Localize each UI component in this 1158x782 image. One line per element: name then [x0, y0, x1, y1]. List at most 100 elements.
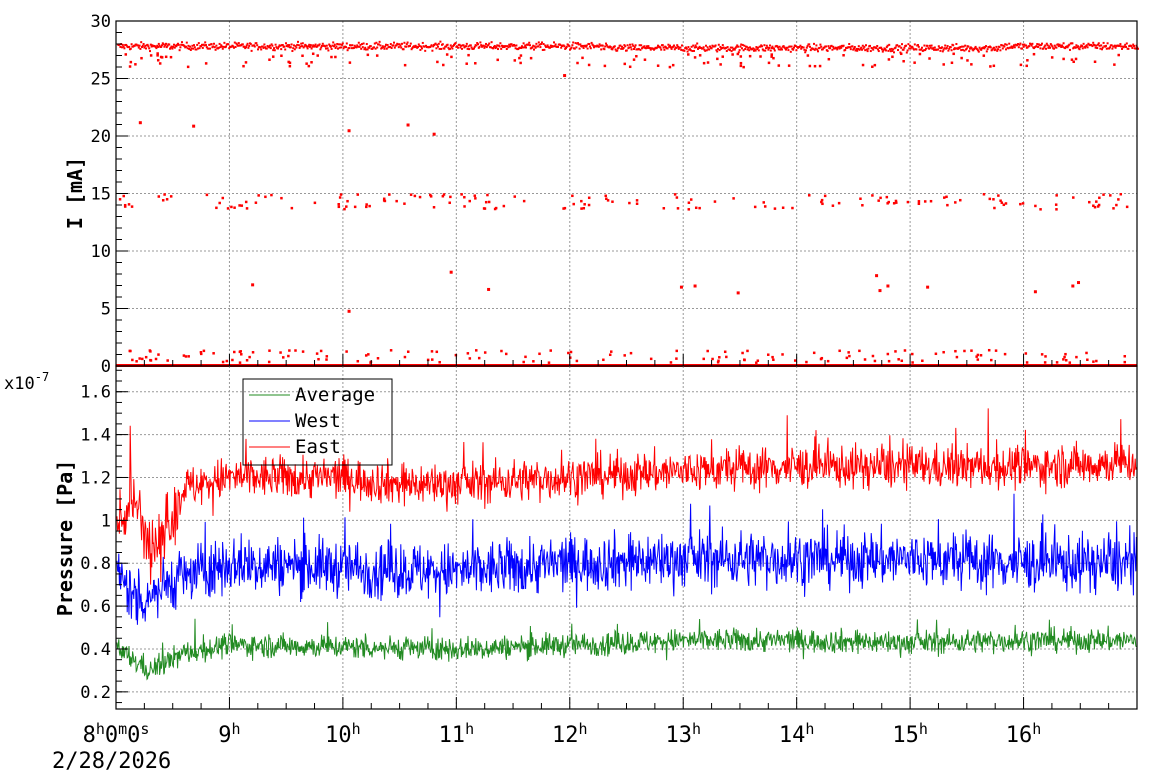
current-main-point: [915, 48, 918, 51]
current-main-point: [897, 49, 899, 52]
current-zero-point: [781, 353, 784, 356]
current-main-point: [260, 48, 263, 51]
current-main-point: [363, 48, 366, 51]
current-main-point: [1046, 44, 1049, 47]
current-main-point: [345, 42, 348, 45]
current-main-point: [1031, 42, 1034, 45]
current-main-point: [337, 43, 340, 46]
current-main-point: [693, 49, 695, 52]
current-main-point: [264, 46, 267, 49]
current-outlier-point: [563, 74, 567, 78]
current-main-point: [660, 48, 663, 51]
current-main-point: [326, 47, 329, 50]
current-main-point: [714, 44, 717, 47]
current-mid-point: [982, 193, 986, 196]
current-main-point: [437, 45, 439, 48]
current-main-point: [859, 47, 862, 50]
current-main-point: [575, 46, 578, 49]
current-main-point: [1019, 42, 1022, 45]
current-main-point: [806, 45, 809, 48]
current-outlier-point: [347, 129, 351, 133]
current-mid-point: [345, 205, 348, 208]
current-zero-point: [1064, 352, 1067, 356]
current-main-point: [905, 44, 907, 47]
current-main-point: [458, 43, 461, 46]
current-main-point: [305, 45, 308, 48]
current-zero-point: [141, 357, 144, 361]
current-main-point: [325, 47, 327, 50]
current-main-point: [1038, 44, 1041, 47]
current-main-point: [715, 49, 718, 52]
current-main-point: [318, 43, 321, 46]
current-main-point: [539, 46, 542, 49]
current-mid-point: [388, 193, 391, 196]
current-scatter-point: [129, 60, 133, 64]
current-main-point: [1028, 45, 1031, 48]
current-main-point: [1023, 43, 1026, 46]
current-mid-point: [215, 206, 218, 210]
current-main-point: [891, 49, 894, 52]
current-main-point: [982, 46, 985, 49]
current-main-point: [967, 45, 970, 48]
current-main-point: [293, 44, 295, 47]
current-main-point: [710, 47, 713, 50]
current-scatter-point: [271, 55, 275, 58]
current-main-point: [485, 46, 488, 49]
current-main-point: [521, 45, 523, 48]
current-main-point: [479, 41, 482, 44]
current-main-point: [675, 46, 678, 49]
current-main-point: [858, 48, 861, 51]
current-main-point: [705, 44, 707, 47]
current-main-point: [447, 46, 450, 49]
current-main-point: [213, 46, 216, 49]
current-main-point: [165, 42, 167, 45]
current-main-point: [985, 45, 987, 48]
current-main-point: [1041, 42, 1043, 45]
current-main-point: [1105, 47, 1108, 50]
current-main-point: [577, 42, 579, 45]
current-scatter-point: [861, 63, 865, 67]
current-zero-point: [389, 349, 393, 352]
current-mid-point: [580, 199, 583, 203]
time-tick-label: 13h: [665, 720, 701, 748]
current-zero-point: [771, 355, 774, 359]
current-main-point: [600, 48, 603, 51]
current-main-point: [345, 46, 347, 49]
current-main-point: [166, 44, 169, 47]
current-main-point: [838, 47, 841, 50]
current-main-point: [942, 48, 945, 51]
current-main-point: [777, 48, 780, 51]
current-main-point: [523, 46, 526, 49]
current-scatter-point: [698, 54, 702, 57]
current-main-point: [336, 42, 339, 45]
current-mid-point: [1092, 204, 1095, 207]
current-scatter-point: [739, 61, 743, 65]
current-mid-point: [254, 201, 258, 204]
current-zero-point: [522, 360, 525, 364]
current-main-point: [255, 42, 258, 45]
current-main-point: [1101, 46, 1104, 49]
current-main-point: [851, 45, 854, 48]
current-zero-point: [475, 349, 478, 352]
current-main-point: [384, 45, 387, 48]
current-y-tick-label: 15: [91, 185, 111, 205]
current-main-point: [574, 42, 577, 45]
current-zero-point: [287, 354, 290, 358]
current-main-point: [1075, 44, 1078, 47]
current-main-point: [314, 43, 317, 46]
current-main-point: [839, 45, 842, 48]
current-main-point: [729, 49, 731, 52]
current-main-point: [1109, 46, 1111, 49]
current-main-point: [460, 44, 463, 47]
current-main-point: [856, 49, 859, 52]
current-main-point: [689, 49, 692, 52]
current-main-point: [351, 44, 354, 47]
current-mid-point: [988, 197, 992, 201]
current-main-point: [706, 46, 709, 49]
current-main-point: [409, 42, 412, 45]
current-main-point: [1110, 44, 1113, 47]
current-main-point: [771, 45, 774, 48]
time-tick-label: 8h0m0s: [83, 720, 150, 748]
current-mid-point: [1002, 203, 1006, 207]
current-main-point: [418, 44, 421, 47]
